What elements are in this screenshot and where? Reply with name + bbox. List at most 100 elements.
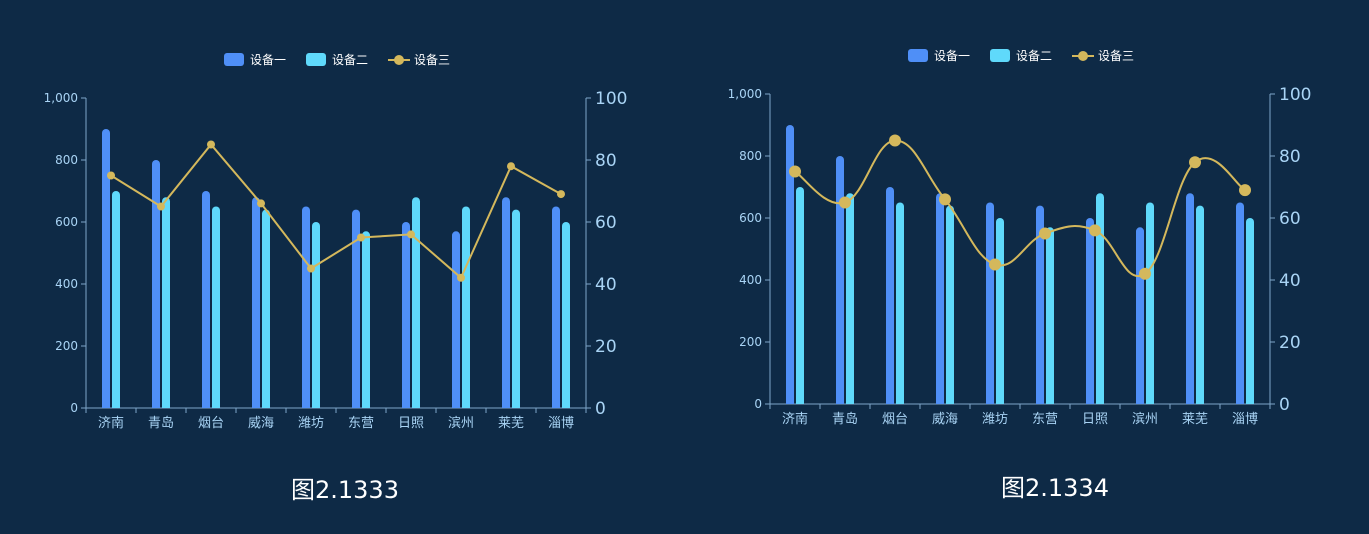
- bar-series1: [102, 129, 110, 408]
- bar-series2: [1096, 193, 1104, 404]
- x-tick-label: 烟台: [198, 416, 224, 431]
- y-right-tick-label: 100: [1279, 85, 1311, 105]
- y-left-tick-label: 400: [55, 277, 78, 291]
- bar-series2: [362, 231, 370, 408]
- x-tick-label: 威海: [248, 416, 274, 431]
- y-right-tick-label: 80: [1279, 147, 1301, 167]
- point-series3: [107, 171, 115, 180]
- y-left-tick-label: 800: [55, 153, 78, 167]
- x-tick-label: 东营: [348, 416, 374, 431]
- y-right-tick-label: 40: [595, 275, 617, 295]
- x-tick-label: 淄博: [548, 416, 574, 431]
- y-left-tick-label: 600: [55, 215, 78, 229]
- point-series3: [207, 140, 215, 149]
- y-right-tick-label: 0: [1279, 395, 1290, 415]
- legend-label: 设备三: [414, 53, 450, 67]
- bar-series2: [162, 197, 170, 408]
- point-series3: [889, 134, 901, 147]
- point-series3: [1189, 156, 1201, 169]
- point-series3: [939, 193, 951, 206]
- y-right-tick-label: 80: [595, 151, 617, 171]
- bar-series2: [1146, 202, 1154, 404]
- point-series3: [357, 233, 365, 242]
- bar-series1: [1036, 205, 1044, 404]
- point-series3: [1089, 224, 1101, 237]
- point-series3: [1139, 267, 1151, 280]
- bar-series1: [786, 125, 794, 404]
- legend-swatch: [306, 53, 326, 66]
- x-tick-label: 威海: [932, 412, 958, 427]
- x-tick-label: 青岛: [148, 415, 174, 431]
- x-tick-label: 莱芜: [498, 416, 524, 431]
- bar-series1: [1236, 202, 1244, 404]
- bar-series2: [412, 197, 420, 408]
- line-series3: [794, 139, 1246, 278]
- x-tick-label: 潍坊: [298, 416, 324, 431]
- point-series3: [1239, 184, 1251, 197]
- bar-series1: [502, 197, 510, 408]
- y-right-tick-label: 60: [595, 213, 617, 233]
- y-left-tick-label: 800: [739, 149, 762, 163]
- point-series3: [257, 199, 265, 208]
- x-tick-label: 滨州: [448, 415, 474, 431]
- bar-series2: [1196, 205, 1204, 404]
- bar-series2: [212, 206, 220, 408]
- point-series3: [789, 165, 801, 178]
- bar-series2: [896, 202, 904, 404]
- bar-series2: [796, 187, 804, 404]
- bar-series1: [552, 206, 560, 408]
- bar-series1: [202, 191, 210, 408]
- bar-series2: [1246, 218, 1254, 404]
- x-tick-label: 潍坊: [982, 412, 1008, 427]
- caption-left: 图2.1333: [291, 476, 399, 504]
- bar-series2: [262, 209, 270, 408]
- bar-series1: [152, 160, 160, 408]
- x-tick-label: 东营: [1032, 412, 1058, 427]
- y-right-tick-label: 100: [595, 89, 627, 109]
- legend-swatch-dot: [1078, 51, 1088, 61]
- bar-series2: [562, 222, 570, 408]
- x-tick-label: 烟台: [882, 412, 908, 427]
- x-tick-label: 莱芜: [1182, 412, 1208, 427]
- bar-series1: [1186, 193, 1194, 404]
- x-tick-label: 济南: [782, 411, 808, 427]
- point-series3: [407, 230, 415, 239]
- x-tick-label: 济南: [98, 415, 124, 431]
- bar-series1: [352, 209, 360, 408]
- legend-label: 设备三: [1098, 49, 1134, 63]
- y-left-tick-label: 600: [739, 211, 762, 225]
- y-left-tick-label: 200: [55, 339, 78, 353]
- point-series3: [507, 162, 515, 171]
- bar-series2: [512, 209, 520, 408]
- y-right-tick-label: 20: [595, 337, 617, 357]
- caption-right: 图2.1334: [1001, 474, 1109, 502]
- bar-series1: [986, 202, 994, 404]
- bar-series1: [402, 222, 410, 408]
- bar-series1: [1136, 227, 1144, 404]
- legend-label: 设备二: [332, 53, 368, 67]
- legend-label: 设备一: [250, 53, 286, 67]
- legend-swatch: [990, 49, 1010, 62]
- y-right-tick-label: 20: [1279, 333, 1301, 353]
- point-series3: [989, 258, 1001, 271]
- point-series3: [839, 196, 851, 209]
- point-series3: [1039, 227, 1051, 240]
- legend-swatch-dot: [394, 55, 404, 65]
- point-series3: [457, 273, 465, 282]
- y-left-tick-label: 200: [739, 335, 762, 349]
- y-right-tick-label: 40: [1279, 271, 1301, 291]
- x-tick-label: 淄博: [1232, 412, 1258, 427]
- y-left-tick-label: 0: [754, 397, 762, 411]
- point-series3: [557, 190, 565, 199]
- bar-series2: [1046, 227, 1054, 404]
- bar-series2: [462, 206, 470, 408]
- y-left-tick-label: 1,000: [728, 87, 762, 101]
- legend-swatch: [224, 53, 244, 66]
- point-series3: [307, 264, 315, 273]
- bar-series2: [112, 191, 120, 408]
- bar-series1: [1086, 218, 1094, 404]
- chart-left: 0 200 400 600 800 1,000 0 20 40 60 80 100 济南 青岛 烟台 威海 潍坊…: [44, 53, 627, 431]
- bar-series1: [936, 193, 944, 404]
